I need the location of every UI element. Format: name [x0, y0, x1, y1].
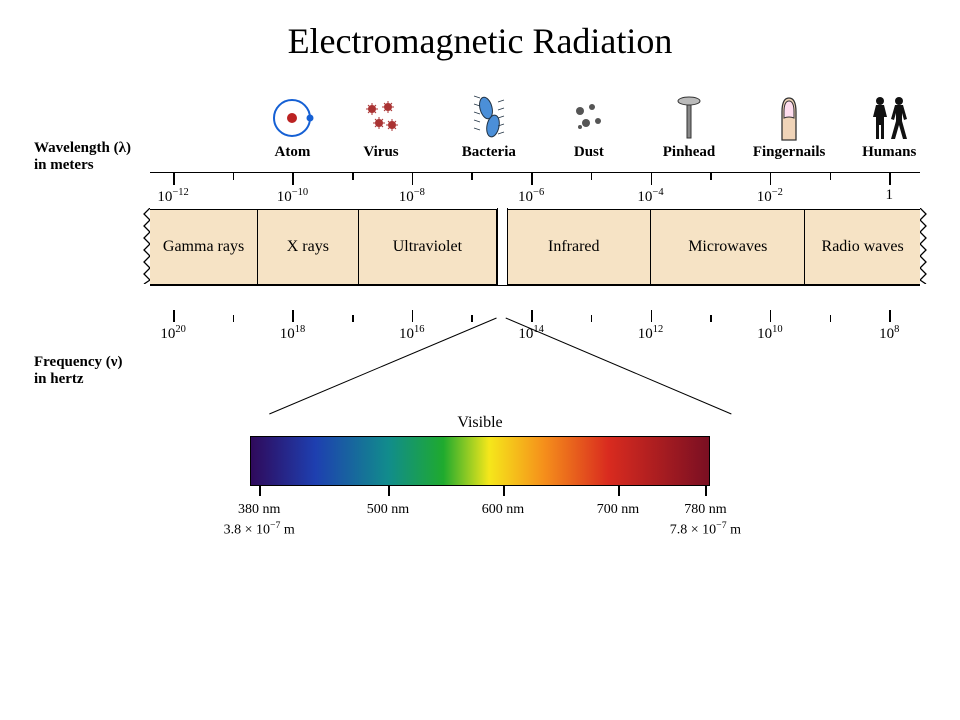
visible-gap	[497, 208, 508, 286]
wavelength-label-2: in meters	[34, 157, 131, 174]
atom-icon	[247, 92, 337, 144]
icon-label: Fingernails	[744, 144, 834, 161]
visible-tick-sublabel: 7.8 × 10−7 m	[670, 520, 741, 539]
icon-label: Pinhead	[644, 144, 734, 161]
scale-icon-atom: Atom	[247, 92, 337, 161]
visible-tick-label: 780 nm	[684, 502, 726, 518]
zigzag-right	[920, 208, 928, 284]
frequency-label-1: Frequency (ν)	[34, 354, 123, 371]
tick-label: 10−4	[637, 187, 663, 206]
band-microwaves: Microwaves	[651, 210, 805, 284]
band-gamma-rays: Gamma rays	[150, 210, 258, 284]
visible-gradient	[250, 436, 710, 486]
wavelength-label-1: Wavelength (λ)	[34, 140, 131, 157]
visible-tick-label: 500 nm	[367, 502, 409, 518]
pinhead-icon	[644, 92, 734, 144]
scale-icon-humans: Humans	[844, 92, 934, 161]
icon-label: Dust	[544, 144, 634, 161]
dust-icon	[544, 92, 634, 144]
visible-spectrum-box: Visible 380 nm3.8 × 10−7 m500 nm600 nm70…	[250, 414, 710, 544]
icon-label: Virus	[336, 144, 426, 161]
visible-labels: 380 nm3.8 × 10−7 m500 nm600 nm700 nm780 …	[250, 500, 710, 544]
band-ultraviolet: Ultraviolet	[359, 210, 498, 284]
tick-label: 1	[885, 187, 893, 204]
spectrum-diagram: Wavelength (λ) in meters AtomVirusBacter…	[40, 92, 920, 544]
wavelength-scale: 10−12 10−10 10−8 10−6 10−4 10−2 1	[150, 172, 920, 209]
icon-label: Atom	[247, 144, 337, 161]
frequency-label-2: in hertz	[34, 371, 123, 388]
tick-label: 10−10	[277, 187, 308, 206]
virus-icon	[336, 92, 426, 144]
humans-icon	[844, 92, 934, 144]
visible-tick-sublabel: 3.8 × 10−7 m	[224, 520, 295, 539]
scale-icon-pinhead: Pinhead	[644, 92, 734, 161]
scale-icon-virus: Virus	[336, 92, 426, 161]
icon-label: Humans	[844, 144, 934, 161]
lead-lines	[150, 318, 920, 418]
scale-icon-dust: Dust	[544, 92, 634, 161]
tick-label: 10−6	[518, 187, 544, 206]
scale-icon-fingernail: Fingernails	[744, 92, 834, 161]
band-infrared: Infrared	[497, 210, 651, 284]
page-title: Electromagnetic Radiation	[0, 0, 960, 92]
tick-label: 10−2	[757, 187, 783, 206]
frequency-label: Frequency (ν) in hertz	[34, 354, 123, 388]
fingernail-icon	[744, 92, 834, 144]
visible-ticks	[250, 485, 710, 500]
tick-label: 10−12	[157, 187, 188, 206]
visible-tick-label: 700 nm	[597, 502, 639, 518]
tick-label: 10−8	[399, 187, 425, 206]
scale-icon-bacteria: Bacteria	[444, 92, 534, 161]
wavelength-label: Wavelength (λ) in meters	[34, 140, 131, 174]
icon-label: Bacteria	[444, 144, 534, 161]
frequency-scale	[150, 285, 920, 322]
visible-tick-label: 600 nm	[482, 502, 524, 518]
spectrum-band: Gamma raysX raysUltravioletInfraredMicro…	[150, 209, 920, 285]
band-radio-waves: Radio waves	[805, 210, 920, 284]
spectrum-band-wrap: Gamma raysX raysUltravioletInfraredMicro…	[150, 209, 920, 285]
zigzag-left	[142, 208, 150, 284]
band-x-rays: X rays	[258, 210, 358, 284]
scale-icons-row: AtomVirusBacteriaDustPinheadFingernailsH…	[150, 92, 920, 172]
visible-title: Visible	[250, 414, 710, 432]
bacteria-icon	[444, 92, 534, 144]
visible-tick-label: 380 nm	[238, 502, 280, 518]
